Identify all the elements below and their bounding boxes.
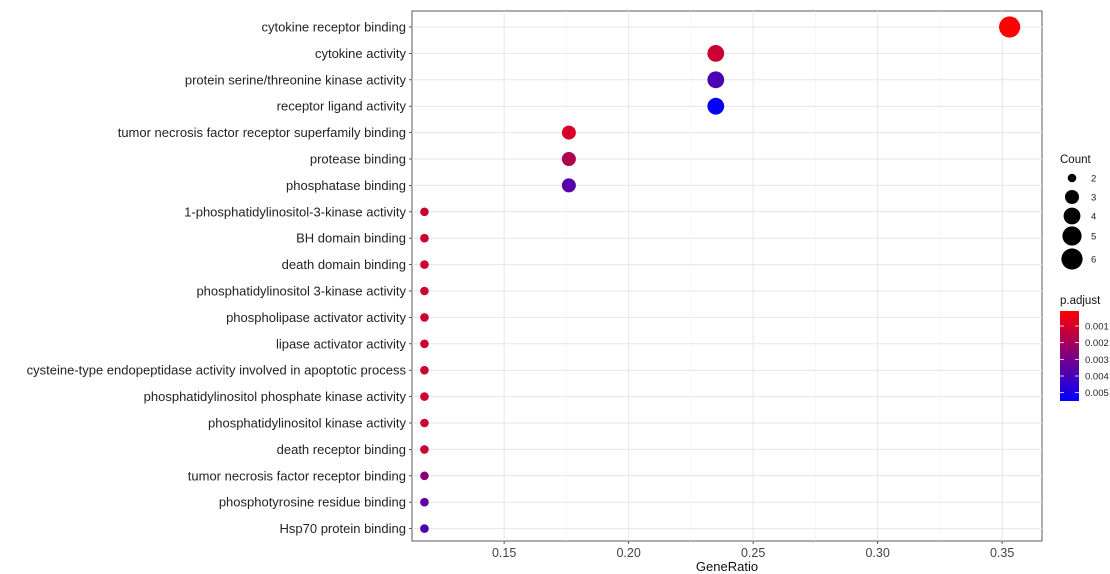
x-tick-label: 0.25 (741, 546, 765, 560)
data-points (420, 16, 1021, 533)
data-point (707, 97, 725, 115)
category-labels: cytokine receptor binding cytokine activi… (27, 20, 412, 536)
category-label: phosphatidylinositol 3-kinase activity (196, 284, 406, 299)
category-label: phosphotyrosine residue binding (219, 495, 406, 510)
data-point (420, 497, 429, 507)
x-axis: 0.15 0.20 0.25 0.30 0.35 (492, 541, 1014, 560)
data-point (420, 524, 429, 533)
count-legend-dot (1067, 173, 1077, 183)
category-label: phosphatidylinositol kinase activity (208, 416, 406, 431)
count-legend-dot (1063, 207, 1081, 225)
data-point (420, 260, 429, 269)
data-point (420, 207, 429, 217)
data-point (420, 233, 429, 243)
data-point (420, 471, 429, 481)
p-adjust-legend-label: 0.003 (1085, 355, 1109, 366)
p-adjust-legend: p.adjust 0.001 0.002 0.003 0.004 0.005 (1060, 295, 1109, 401)
p-adjust-legend-label: 0.001 (1085, 322, 1109, 333)
category-label: cytokine activity (315, 46, 407, 61)
count-legend-dot (1065, 190, 1079, 204)
category-label: cysteine-type endopeptidase activity inv… (27, 363, 407, 378)
data-point (561, 152, 576, 166)
data-point (420, 313, 429, 322)
category-label: death receptor binding (277, 442, 406, 457)
x-tick-label: 0.35 (990, 546, 1014, 560)
plot-panel (411, 10, 1043, 542)
category-label: Hsp70 protein binding (280, 521, 406, 536)
category-label: death domain binding (282, 257, 406, 272)
category-label: cytokine receptor binding (261, 20, 406, 35)
data-point (420, 339, 429, 349)
category-label: phosphatidylinositol phosphate kinase ac… (144, 389, 407, 404)
data-point (999, 16, 1021, 38)
p-adjust-legend-label: 0.005 (1085, 388, 1109, 399)
count-legend-label: 6 (1091, 255, 1096, 266)
data-point (420, 286, 429, 296)
category-label: tumor necrosis factor receptor superfami… (118, 125, 406, 140)
category-label: BH domain binding (296, 231, 406, 246)
category-label: tumor necrosis factor receptor binding (188, 468, 406, 483)
count-legend-title: Count (1060, 154, 1091, 166)
data-point (561, 178, 576, 193)
x-tick-label: 0.15 (492, 546, 516, 560)
category-label: phospholipase activator activity (226, 310, 406, 325)
p-adjust-legend-label: 0.002 (1085, 338, 1109, 349)
data-point (420, 365, 429, 375)
count-legend-label: 5 (1091, 232, 1096, 243)
data-point (420, 392, 429, 401)
count-legend: Count 2 3 4 5 6 (1060, 154, 1096, 270)
category-label: receptor ligand activity (277, 99, 407, 114)
category-label: phosphatase binding (286, 178, 406, 193)
category-label: lipase activator activity (276, 336, 407, 351)
data-point (561, 125, 576, 140)
x-tick-label: 0.30 (865, 546, 889, 560)
data-point (707, 71, 725, 89)
count-legend-label: 3 (1091, 193, 1096, 204)
category-label: protein serine/threonine kinase activity (185, 72, 407, 87)
grid-lines (412, 11, 1042, 541)
data-point (707, 45, 725, 62)
category-label: protease binding (310, 152, 406, 167)
count-legend-label: 4 (1091, 212, 1096, 223)
p-adjust-legend-title: p.adjust (1060, 295, 1101, 307)
category-label: 1-phosphatidylinositol-3-kinase activity (184, 204, 406, 219)
count-legend-dot (1061, 248, 1083, 270)
count-legend-dot (1062, 226, 1082, 246)
count-legend-label: 2 (1091, 174, 1096, 185)
data-point (420, 445, 429, 454)
data-point (420, 418, 429, 428)
x-axis-title: GeneRatio (696, 559, 758, 574)
p-adjust-colorbar (1060, 311, 1079, 401)
p-adjust-legend-label: 0.004 (1085, 372, 1109, 383)
x-tick-label: 0.20 (616, 546, 640, 560)
